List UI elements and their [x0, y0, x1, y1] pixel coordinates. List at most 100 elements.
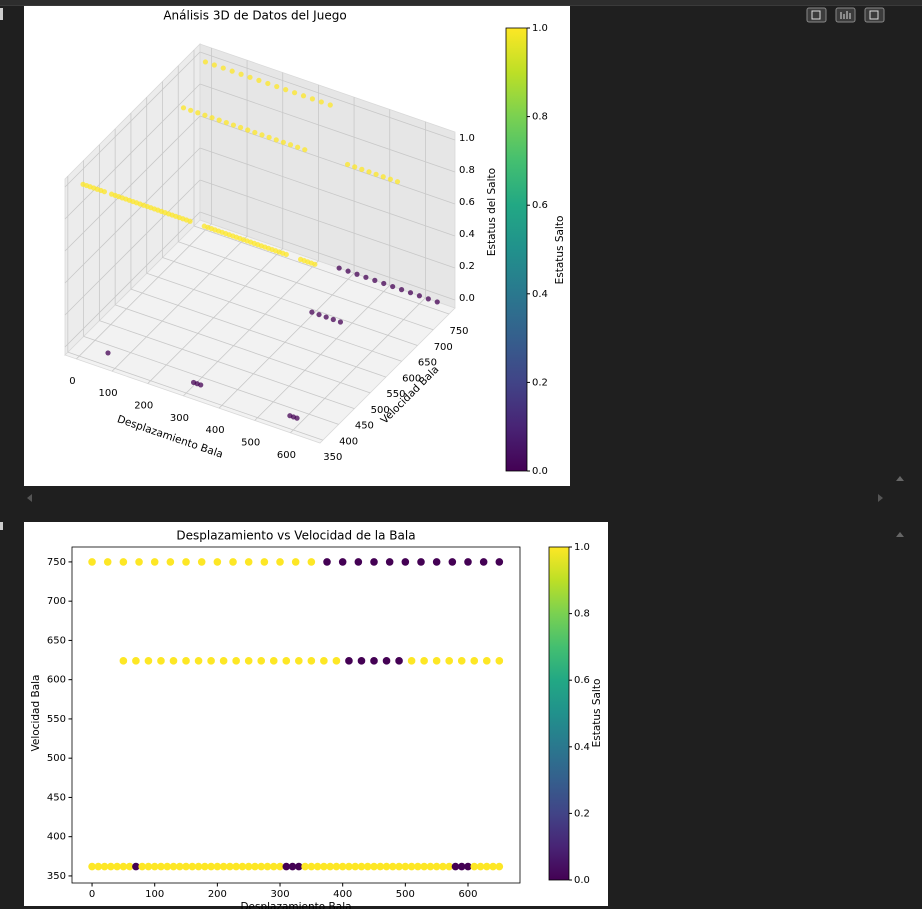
- point: [213, 862, 222, 871]
- point: [307, 657, 316, 665]
- output-toolbar[interactable]: [806, 7, 885, 23]
- point: [363, 862, 372, 871]
- point: [373, 171, 379, 177]
- save-button[interactable]: [864, 7, 885, 23]
- grid-line: [147, 248, 284, 384]
- point: [119, 657, 128, 665]
- x-tick-label: 500: [241, 437, 260, 448]
- point: [198, 382, 204, 388]
- point: [294, 415, 300, 421]
- point: [101, 189, 108, 195]
- point: [182, 657, 190, 665]
- point: [252, 129, 258, 136]
- point: [417, 558, 425, 566]
- point: [416, 293, 423, 299]
- point: [420, 862, 428, 871]
- point: [213, 558, 222, 566]
- cell-marker: [0, 8, 3, 20]
- point: [291, 90, 298, 96]
- grid-line: [183, 260, 319, 397]
- scroll-arrow[interactable]: [878, 494, 883, 502]
- point: [470, 862, 479, 871]
- y-tick-label: 650: [47, 635, 66, 646]
- point: [157, 657, 165, 665]
- point: [482, 862, 491, 871]
- point: [211, 62, 217, 68]
- scroll-arrow[interactable]: [896, 532, 904, 537]
- x-tick-label: 600: [277, 450, 296, 461]
- x-tick-label: 300: [270, 889, 289, 900]
- point: [188, 862, 197, 871]
- icon: [811, 10, 821, 20]
- x-tick-label: 100: [145, 889, 164, 900]
- point: [288, 862, 297, 871]
- point: [220, 65, 226, 71]
- point: [351, 862, 360, 871]
- point: [295, 144, 301, 150]
- point: [207, 657, 215, 665]
- point: [354, 558, 363, 566]
- point: [229, 68, 235, 74]
- copy-button[interactable]: [806, 7, 827, 23]
- grid-line: [76, 223, 212, 360]
- point: [432, 558, 441, 566]
- point: [357, 862, 366, 871]
- chart-button[interactable]: [835, 7, 856, 23]
- point: [326, 862, 334, 871]
- y-tick-label: 750: [449, 326, 468, 337]
- point: [359, 166, 365, 172]
- grid-line: [218, 272, 355, 409]
- point: [188, 107, 194, 113]
- scroll-arrow[interactable]: [896, 476, 904, 481]
- colorbar-label: Estatus Salto: [554, 216, 566, 285]
- point: [432, 862, 441, 871]
- x-tick-label: 0: [69, 376, 75, 387]
- point: [323, 314, 329, 320]
- point: [345, 657, 353, 665]
- point: [395, 657, 403, 665]
- point: [316, 311, 322, 318]
- point: [238, 71, 244, 77]
- colorbar-tick-label: 0.6: [574, 675, 590, 686]
- point: [345, 268, 351, 274]
- z-tick-label: 0.2: [459, 261, 475, 272]
- y-tick-label: 350: [47, 871, 66, 882]
- point: [425, 296, 431, 302]
- colorbar: [505, 27, 528, 472]
- point: [451, 862, 460, 871]
- point: [401, 558, 410, 566]
- point: [263, 862, 272, 871]
- point: [307, 558, 316, 566]
- x-axis-label: Desplazamiento Bala: [240, 901, 351, 909]
- point: [370, 558, 378, 566]
- x-tick-label: 600: [458, 889, 477, 900]
- y-tick-label: 600: [47, 675, 66, 686]
- grid-line: [64, 211, 201, 348]
- point: [197, 558, 206, 566]
- point: [426, 862, 435, 871]
- point: [414, 862, 422, 871]
- x-tick-label: 400: [333, 889, 352, 900]
- grid-line: [67, 351, 323, 441]
- y-tick-label: 500: [371, 405, 390, 416]
- point: [390, 283, 396, 290]
- point: [260, 558, 269, 566]
- point: [439, 862, 447, 871]
- point: [307, 862, 316, 871]
- x-tick-label: 500: [396, 889, 415, 900]
- point: [320, 657, 328, 665]
- point: [332, 862, 341, 871]
- chart-title: Análisis 3D de Datos del Juego: [163, 9, 346, 23]
- point: [420, 657, 428, 665]
- grid-line: [99, 320, 355, 409]
- x-tick-label: 400: [206, 425, 225, 436]
- point: [88, 558, 96, 566]
- point: [401, 862, 410, 871]
- colorbar-tick-label: 0.8: [574, 609, 590, 620]
- point: [244, 862, 253, 871]
- point: [309, 96, 316, 102]
- point: [107, 862, 115, 871]
- y-tick-label: 600: [402, 373, 421, 384]
- scroll-arrow[interactable]: [27, 494, 32, 502]
